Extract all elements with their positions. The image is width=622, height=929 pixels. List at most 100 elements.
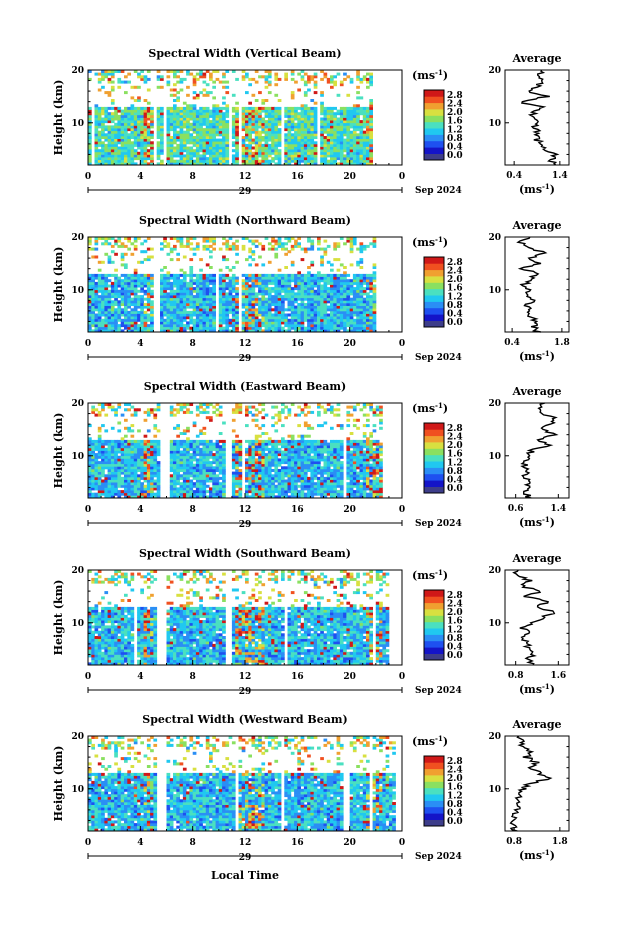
heatmap-cell: [166, 321, 171, 325]
heatmap-cell: [195, 495, 200, 499]
heatmap-cell: [281, 316, 285, 320]
heatmap-cell: [199, 133, 203, 137]
heatmap-cell: [307, 303, 311, 306]
heatmap-cell: [179, 88, 184, 92]
heatmap-cell: [88, 130, 92, 134]
heatmap-cell: [366, 72, 370, 76]
heatmap-cell: [146, 130, 151, 134]
heatmap-cell: [130, 463, 135, 467]
heatmap-cell: [346, 321, 351, 325]
heatmap-cell: [114, 276, 118, 280]
heatmap-cell: [104, 143, 109, 147]
heatmap-cell: [94, 305, 99, 309]
heatmap-cell: [173, 292, 177, 296]
heatmap-cell: [192, 273, 197, 277]
heatmap-cell: [173, 99, 177, 102]
heatmap-cell: [189, 106, 194, 110]
heatmap-cell: [271, 326, 275, 330]
heatmap-cell: [333, 157, 337, 161]
heatmap-cell: [114, 466, 118, 470]
heatmap-cell: [205, 128, 210, 132]
heatmap-cell: [166, 310, 171, 314]
heatmap-cell: [209, 300, 213, 304]
heatmap-cell: [333, 130, 337, 134]
heatmap-cell: [110, 445, 115, 449]
heatmap-cell: [326, 130, 331, 134]
heatmap-cell: [182, 453, 187, 457]
heatmap-cell: [133, 276, 138, 280]
heatmap-cell: [179, 408, 184, 412]
heatmap-cell: [94, 479, 99, 483]
colorbar-tick-label: 2.8: [447, 91, 463, 101]
heatmap-cell: [300, 149, 305, 153]
heatmap-cell: [343, 297, 347, 301]
heatmap-cell: [307, 88, 311, 92]
heatmap-cell: [222, 125, 226, 129]
heatmap-cell: [91, 284, 95, 288]
heatmap-cell: [107, 284, 112, 288]
heatmap-cell: [140, 136, 144, 139]
heatmap-cell: [209, 276, 213, 280]
heatmap-cell: [222, 162, 226, 166]
heatmap-cell: [241, 297, 246, 301]
heatmap-cell: [218, 292, 223, 296]
heatmap-cell: [313, 324, 318, 328]
heatmap-cell: [130, 130, 135, 134]
heatmap-cell: [366, 77, 370, 81]
heatmap-cell: [245, 273, 249, 277]
heatmap-cell: [199, 495, 203, 499]
heatmap-cell: [143, 273, 148, 277]
heatmap-cell: [359, 292, 364, 296]
heatmap-cell: [199, 326, 203, 330]
heatmap-cell: [235, 295, 239, 299]
heatmap-cell: [254, 125, 259, 129]
heatmap-cell: [176, 490, 180, 494]
heatmap-cell: [362, 143, 367, 147]
heatmap-cell: [97, 455, 102, 459]
heatmap-cell: [294, 242, 298, 246]
heatmap-cell: [176, 117, 180, 121]
heatmap-cell: [369, 284, 373, 288]
heatmap-cell: [307, 151, 311, 155]
heatmap-cell: [101, 471, 105, 475]
heatmap-cell: [359, 143, 364, 147]
heatmap-cell: [336, 242, 341, 246]
heatmap-cell: [274, 324, 279, 328]
heatmap-cell: [310, 276, 315, 280]
heatmap-cell: [169, 287, 174, 291]
heatmap-cell: [107, 133, 112, 137]
heatmap-cell: [251, 125, 256, 129]
heatmap-cell: [205, 83, 210, 87]
heatmap-cell: [91, 458, 95, 462]
heatmap-cell: [300, 75, 305, 79]
heatmap-cell: [362, 287, 367, 291]
heatmap-cell: [313, 162, 318, 166]
heatmap-cell: [101, 151, 105, 155]
heatmap-cell: [267, 313, 272, 317]
heatmap-cell: [182, 112, 187, 116]
heatmap-cell: [104, 474, 109, 478]
heatmap-cell: [264, 154, 269, 158]
heatmap-cell: [137, 453, 141, 457]
heatmap-cell: [369, 80, 373, 84]
heatmap-cell: [359, 138, 364, 142]
heatmap-cell: [189, 258, 194, 262]
heatmap-cell: [349, 120, 354, 124]
heatmap-cell: [218, 106, 223, 110]
heatmap-cell: [300, 324, 305, 328]
heatmap-cell: [231, 276, 236, 280]
heatmap-cell: [94, 445, 99, 449]
heatmap-cell: [166, 114, 171, 118]
heatmap-cell: [182, 326, 187, 330]
heatmap-cell: [287, 284, 292, 288]
heatmap-cell: [310, 318, 315, 322]
heatmap-cell: [140, 154, 144, 158]
heatmap-cell: [127, 479, 131, 483]
heatmap-cell: [146, 471, 151, 475]
heatmap-cell: [117, 157, 122, 161]
heatmap-cell: [169, 413, 174, 417]
heatmap-cell: [251, 303, 256, 306]
heatmap-cell: [117, 146, 122, 150]
heatmap-cell: [281, 318, 285, 322]
heatmap-cell: [173, 112, 177, 116]
